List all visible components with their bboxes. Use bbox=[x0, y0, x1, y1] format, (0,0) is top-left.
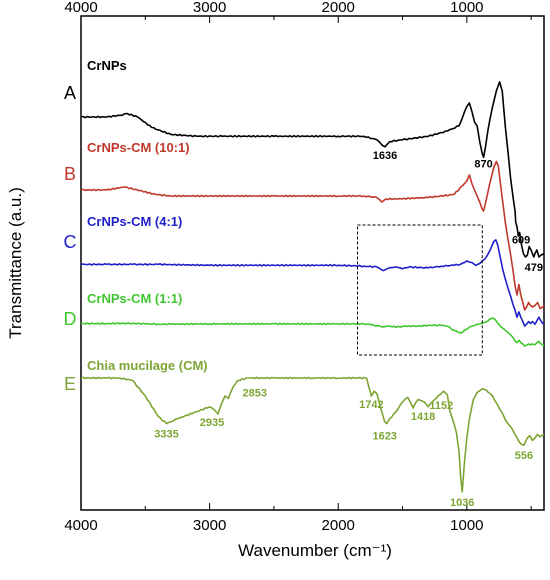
peak-label: 1152 bbox=[429, 400, 453, 412]
series-letter-b: B bbox=[64, 164, 76, 184]
peak-label: 2853 bbox=[243, 387, 267, 399]
peak-label: 609 bbox=[512, 234, 530, 246]
bottom-tick-label: 4000 bbox=[64, 517, 97, 534]
top-tick-label: 4000 bbox=[64, 0, 97, 16]
series-letter-c: C bbox=[64, 232, 77, 252]
y-axis-title: Transmittance (a.u.) bbox=[6, 187, 25, 338]
peak-label: 1623 bbox=[372, 431, 396, 443]
peak-label: 1636 bbox=[373, 150, 397, 162]
series-name-a: CrNPs bbox=[87, 58, 127, 73]
bottom-tick-label: 2000 bbox=[322, 517, 355, 534]
series-letter-d: D bbox=[64, 309, 77, 329]
series-letter-e: E bbox=[64, 374, 76, 394]
x-axis-title: Wavenumber (cm⁻¹) bbox=[238, 541, 392, 560]
series-layer bbox=[80, 81, 545, 493]
series-line-e bbox=[80, 376, 545, 493]
peak-label: 870 bbox=[474, 158, 492, 170]
peak-label: 479 bbox=[525, 262, 543, 274]
top-tick-label: 2000 bbox=[322, 0, 355, 16]
series-name-e: Chia mucilage (CM) bbox=[87, 358, 208, 373]
peak-label: 3335 bbox=[154, 429, 178, 441]
top-tick-label: 1000 bbox=[450, 0, 483, 16]
peak-label: 1418 bbox=[411, 411, 435, 423]
peak-label: 2935 bbox=[200, 417, 224, 429]
label-layer: A CrNPs 1636 870 609 479 B CrNPs-CM (10:1) C CrNP… bbox=[64, 58, 544, 509]
plot-frame bbox=[80, 15, 545, 511]
inset-box bbox=[357, 224, 483, 356]
series-letter-a: A bbox=[64, 83, 76, 103]
series-line-a bbox=[80, 81, 545, 258]
series-line-c bbox=[80, 239, 544, 327]
peak-label: 556 bbox=[515, 450, 533, 462]
peak-label: 1036 bbox=[450, 497, 474, 509]
top-axis: 4000 3000 2000 1000 bbox=[64, 0, 532, 23]
top-tick-label: 3000 bbox=[193, 0, 226, 16]
series-name-c: CrNPs-CM (4:1) bbox=[87, 214, 182, 229]
bottom-tick-label: 3000 bbox=[193, 517, 226, 534]
series-name-d: CrNPs-CM (1:1) bbox=[87, 291, 182, 306]
peak-label: 1742 bbox=[359, 399, 383, 411]
series-line-d bbox=[80, 317, 544, 347]
series-line-b bbox=[80, 160, 545, 311]
bottom-axis: 4000 3000 2000 1000 bbox=[64, 503, 532, 534]
bottom-tick-label: 1000 bbox=[450, 517, 483, 534]
series-name-b: CrNPs-CM (10:1) bbox=[87, 140, 190, 155]
